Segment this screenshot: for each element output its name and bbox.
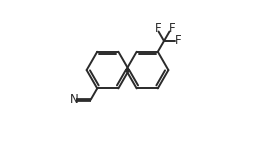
Text: F: F — [169, 22, 175, 35]
Text: N: N — [70, 93, 78, 106]
Text: F: F — [155, 22, 162, 35]
Text: F: F — [175, 34, 181, 47]
